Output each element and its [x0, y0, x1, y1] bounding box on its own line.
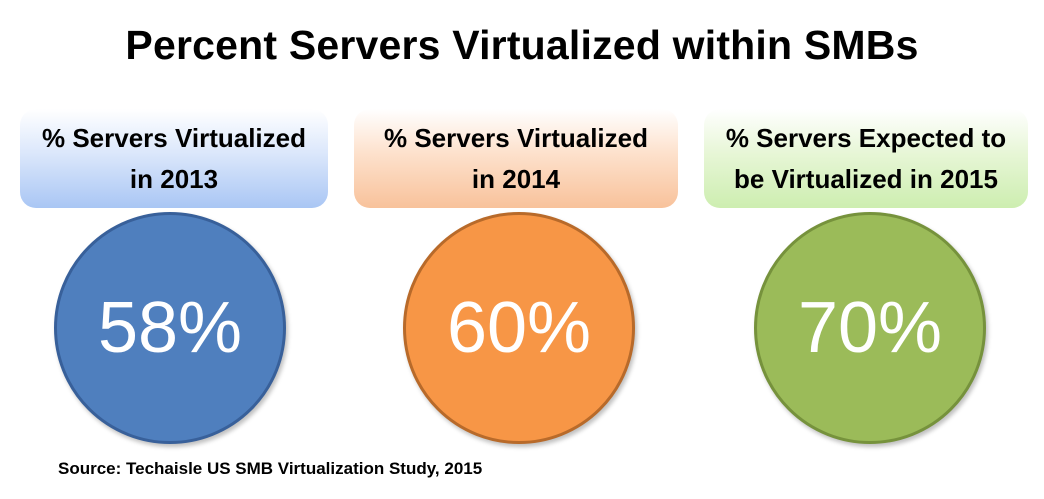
value-circle-2013: 58% [54, 212, 286, 444]
value-circle-2014: 60% [403, 212, 635, 444]
chart-title: Percent Servers Virtualized within SMBs [125, 22, 919, 68]
value-label-2013: 58% [97, 288, 243, 368]
value-label-2014: 60% [446, 288, 592, 368]
value-label-2015: 70% [797, 288, 943, 368]
category-label-2015: % Servers Expected to be Virtualized in … [704, 109, 1028, 208]
category-label-2013: % Servers Virtualized in 2013 [20, 109, 328, 208]
value-circle-2015: 70% [754, 212, 986, 444]
source-note: Source: Techaisle US SMB Virtualization … [58, 459, 483, 478]
category-label-2014: % Servers Virtualized in 2014 [354, 109, 678, 208]
